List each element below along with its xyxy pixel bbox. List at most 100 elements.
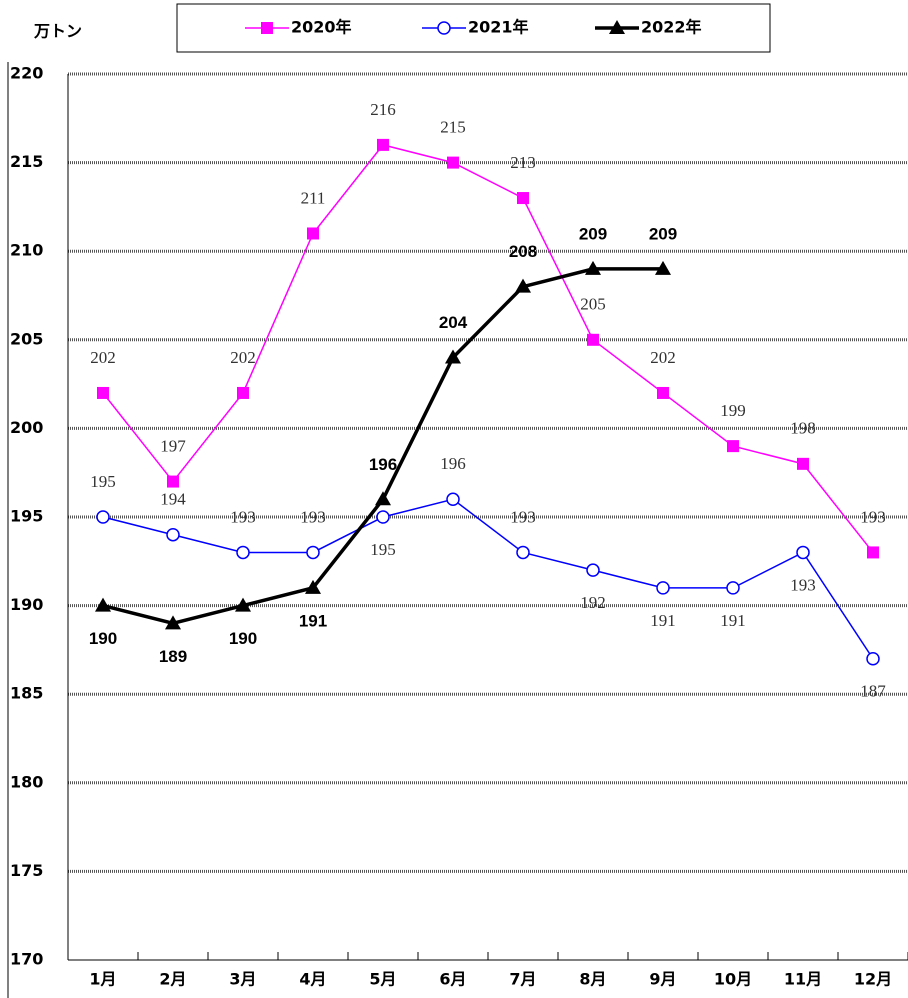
y-tick-label: 170 [10, 950, 43, 969]
data-point [96, 510, 110, 524]
data-point [867, 546, 879, 559]
data-point [375, 491, 391, 506]
legend-label: 2021年 [468, 18, 529, 37]
x-tick-label: 11月 [784, 970, 822, 989]
y-axis-label: 万トン [33, 22, 82, 41]
data-point [585, 260, 601, 275]
x-tick-label: 4月 [299, 970, 326, 989]
data-label: 190 [229, 629, 257, 648]
data-point [866, 652, 880, 666]
data-label: 195 [90, 472, 116, 491]
data-point [587, 333, 599, 346]
data-label: 193 [230, 507, 256, 526]
data-label: 202 [650, 348, 676, 367]
data-point [726, 581, 740, 595]
data-point [586, 563, 600, 577]
data-label: 191 [720, 611, 746, 630]
data-label: 194 [160, 490, 186, 509]
legend-label: 2022年 [641, 18, 702, 37]
data-label: 195 [370, 540, 396, 559]
series-line [102, 144, 874, 553]
data-point [655, 260, 671, 275]
y-tick-label: 180 [10, 772, 43, 791]
data-label: 213 [510, 153, 536, 172]
legend-marker [609, 20, 625, 34]
data-label: 193 [510, 507, 536, 526]
data-label: 199 [720, 401, 746, 420]
data-point [516, 545, 530, 560]
y-tick-label: 205 [10, 329, 43, 348]
data-point [727, 440, 739, 453]
data-point [377, 138, 389, 151]
series-line [102, 267, 663, 626]
data-label: 196 [440, 454, 466, 473]
legend-label: 2020年 [291, 18, 352, 37]
data-point [517, 192, 529, 205]
data-point [235, 597, 251, 612]
data-point [166, 527, 180, 542]
data-label: 209 [579, 224, 607, 243]
data-label: 196 [369, 455, 397, 474]
data-point [237, 386, 249, 399]
x-tick-label: 1月 [89, 970, 116, 989]
data-point [376, 510, 390, 524]
x-tick-label: 12月 [854, 970, 892, 989]
data-label: 192 [580, 593, 606, 612]
legend-marker [437, 21, 451, 35]
data-point [796, 545, 810, 560]
y-tick-label: 200 [10, 418, 43, 437]
data-label: 204 [439, 313, 468, 332]
data-point [167, 475, 179, 488]
data-label: 191 [299, 611, 327, 630]
data-point [306, 545, 320, 560]
y-tick-label: 215 [10, 152, 43, 171]
data-label: 216 [370, 100, 396, 119]
x-tick-label: 7月 [509, 970, 536, 989]
data-point [657, 386, 669, 399]
data-point [97, 386, 109, 399]
x-tick-label: 8月 [579, 970, 606, 989]
data-label: 211 [301, 188, 326, 207]
data-label: 209 [649, 224, 677, 243]
data-label: 205 [580, 295, 606, 314]
data-point [305, 579, 321, 594]
data-label: 189 [159, 647, 187, 666]
data-label: 197 [160, 436, 186, 455]
data-label: 191 [650, 611, 676, 630]
y-tick-label: 190 [10, 595, 43, 614]
y-tick-label: 175 [10, 861, 43, 880]
x-tick-label: 9月 [649, 970, 676, 989]
data-label: 193 [300, 507, 326, 526]
series-line [102, 498, 874, 660]
data-label: 187 [860, 682, 886, 701]
data-label: 190 [89, 629, 117, 648]
data-point [445, 349, 461, 364]
x-tick-label: 6月 [439, 970, 466, 989]
y-tick-label: 210 [10, 241, 43, 260]
data-point [165, 615, 181, 630]
y-tick-label: 220 [10, 64, 43, 83]
data-label: 208 [509, 242, 537, 261]
x-tick-label: 10月 [714, 970, 752, 989]
data-point [446, 492, 460, 507]
data-label: 193 [790, 575, 816, 594]
data-point [236, 545, 250, 560]
data-point [307, 227, 319, 240]
data-label: 202 [230, 348, 256, 367]
data-point [447, 156, 459, 169]
data-point [515, 278, 531, 293]
data-label: 215 [440, 118, 466, 137]
x-tick-label: 2月 [159, 970, 186, 989]
x-tick-label: 3月 [229, 970, 256, 989]
data-point [95, 597, 111, 612]
data-label: 202 [90, 348, 116, 367]
data-point [656, 581, 670, 595]
x-tick-label: 5月 [369, 970, 396, 989]
data-label: 193 [860, 507, 886, 526]
legend-marker [261, 22, 273, 34]
y-tick-label: 195 [10, 507, 43, 526]
y-tick-label: 185 [10, 684, 43, 703]
data-point [797, 457, 809, 470]
